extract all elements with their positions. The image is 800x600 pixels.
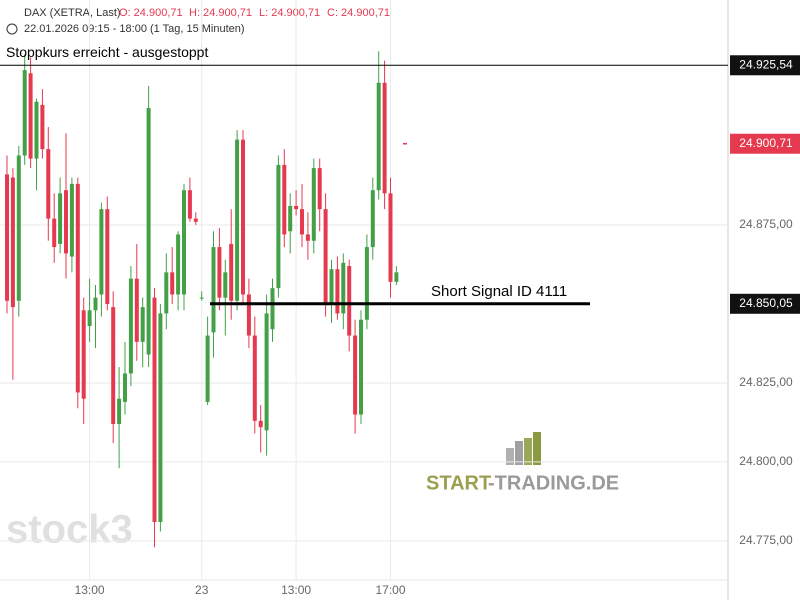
signal-annotation: Short Signal ID 4111 (431, 283, 567, 300)
price-tag (730, 133, 800, 154)
candle-body (199, 297, 204, 299)
candle-body (300, 209, 304, 235)
candle-body (323, 209, 328, 304)
candle-body (99, 209, 104, 295)
candle-body (93, 297, 98, 311)
candle-body (146, 108, 151, 355)
candle-body (382, 82, 387, 194)
candle-body (170, 272, 175, 295)
candle-body (182, 190, 186, 295)
candle-body (229, 243, 234, 301)
logo-bar (533, 432, 541, 465)
stop-annotation: Stoppkurs erreicht - ausgestoppt (6, 44, 208, 60)
ohlc-low: L: 24.900,71 (259, 7, 320, 19)
candle-body (353, 335, 358, 415)
candle-body (388, 193, 393, 282)
candle-body (105, 209, 110, 304)
candle-body (81, 310, 86, 399)
candle-body (205, 335, 210, 402)
candle-body (128, 278, 133, 374)
candle-body (5, 174, 9, 301)
candle-body (376, 82, 381, 191)
candle-body (305, 234, 310, 241)
candle-body (241, 139, 245, 295)
candle-body (117, 398, 122, 425)
candle-body (164, 272, 169, 314)
candle-body (329, 269, 334, 304)
candle-body (58, 193, 63, 244)
candle-body (335, 269, 340, 314)
logo-text: -TRADING.DE (488, 472, 619, 494)
stop-label: 24.925,54 (739, 57, 793, 71)
candle-body (52, 218, 57, 248)
chart-title: DAX (XETRA, Last) (24, 7, 121, 19)
price-tag (730, 55, 800, 76)
logo-bar (515, 441, 523, 465)
candle-body (69, 183, 74, 257)
y-tick-label: 24.875,00 (739, 217, 793, 231)
candle-body (235, 139, 240, 301)
current-price-label: 24.900,71 (739, 136, 793, 150)
candle-body (10, 177, 15, 308)
signal-label: 24.850,05 (739, 296, 793, 310)
candle-body (111, 307, 116, 425)
candle-body (16, 155, 21, 301)
candle-body (140, 307, 145, 342)
candle-body (394, 272, 399, 282)
x-tick-label: 23 (195, 583, 209, 597)
y-tick-label: 24.775,00 (739, 533, 793, 547)
candle-body (282, 164, 287, 235)
candle-body (276, 164, 281, 289)
candle-body (252, 335, 257, 421)
logo-text: START (426, 472, 491, 494)
ohlc-high: H: 24.900,71 (189, 7, 252, 19)
candle-body (364, 247, 369, 320)
candle-body (347, 266, 352, 336)
candle-body (217, 247, 222, 298)
candle-body (158, 313, 163, 522)
candle-body (317, 168, 322, 210)
candle-body (64, 190, 68, 254)
candle-body (40, 104, 45, 150)
ohlc-open: O: 24.900,71 (119, 7, 183, 19)
candle-body (264, 313, 269, 431)
candle-body (28, 73, 33, 159)
candle-body (246, 294, 251, 336)
y-tick-label: 24.800,00 (739, 454, 793, 468)
price-tag (730, 293, 800, 314)
candle-body (211, 247, 216, 333)
candle-body (34, 101, 39, 159)
x-tick-label: 17:00 (375, 583, 405, 597)
candle-body (370, 190, 375, 248)
candle-body (46, 149, 51, 219)
ohlc-close: C: 24.900,71 (327, 7, 390, 19)
candle-body (311, 168, 316, 241)
candle-body (288, 206, 293, 232)
candle-body (223, 272, 228, 298)
candle-body (123, 373, 127, 402)
subtitle: 22.01.2026 09:15 - 18:00 (1 Tag, 15 Minu… (24, 23, 245, 35)
candle-body (22, 70, 27, 156)
candle-body (87, 310, 92, 327)
x-tick-label: 13:00 (281, 583, 311, 597)
candle-body (294, 206, 299, 210)
clock-icon (6, 23, 18, 35)
y-tick-label: 24.825,00 (739, 375, 793, 389)
candle-body (270, 288, 275, 330)
logo-bar (506, 448, 514, 465)
candle-body (193, 218, 198, 222)
candle-body (75, 183, 80, 393)
watermark: stock3 (6, 508, 133, 552)
candle-body (152, 297, 157, 522)
candle-body (134, 278, 139, 342)
candle-body (341, 262, 346, 314)
candle-body (359, 319, 363, 415)
x-tick-label: 13:00 (75, 583, 105, 597)
candle-body (187, 190, 192, 219)
candle-body (176, 234, 181, 295)
candle-body (258, 420, 263, 428)
logo-bar (524, 438, 532, 465)
